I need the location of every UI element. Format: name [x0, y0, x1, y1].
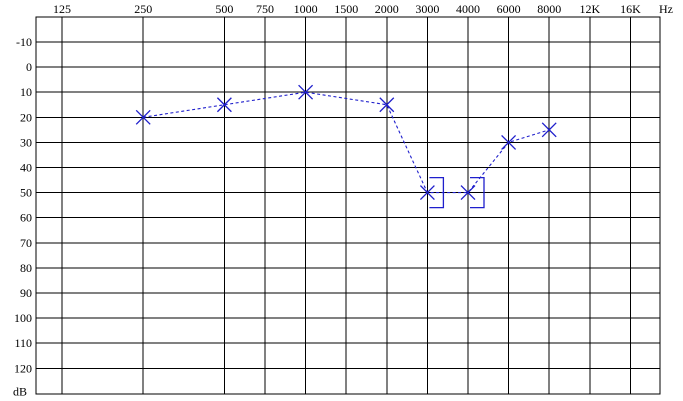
- x-tick-label-500: 500: [215, 2, 233, 16]
- x-marker-8000: [541, 122, 557, 138]
- x-tick-label-6000: 6000: [497, 2, 521, 16]
- x-marker-3000: [419, 185, 435, 201]
- y-tick-label-10: 10: [20, 85, 32, 99]
- plot-frame: [35, 16, 661, 395]
- y-tick-label-50: 50: [20, 186, 32, 200]
- y-unit-label: dB: [13, 384, 27, 398]
- x-tick-label-2000: 2000: [375, 2, 399, 16]
- chart-series: [135, 84, 557, 209]
- series-line: [143, 91, 550, 194]
- y-tick-label-90: 90: [20, 286, 32, 300]
- x-marker-250: [135, 109, 151, 125]
- chart-tick-labels: 125 250 500 750 1000 1500 2000 3000 4000 6000 8000…: [13, 2, 673, 398]
- y-tick-label-40: 40: [20, 161, 32, 175]
- y-tick-label-100: 100: [14, 311, 32, 325]
- x-tick-label-16K: 16K: [620, 2, 641, 16]
- x-marker-1000: [298, 84, 314, 100]
- x-tick-label-4000: 4000: [456, 2, 480, 16]
- x-marker-2000: [379, 97, 395, 113]
- x-tick-label-1500: 1500: [334, 2, 358, 16]
- x-tick-label-750: 750: [256, 2, 274, 16]
- y-tick-label--10: -10: [16, 35, 32, 49]
- chart-grid: [35, 16, 661, 395]
- y-tick-label-20: 20: [20, 110, 32, 124]
- x-tick-label-8000: 8000: [537, 2, 561, 16]
- x-tick-label-3000: 3000: [415, 2, 439, 16]
- y-tick-label-110: 110: [14, 336, 32, 350]
- bracket-marker-3000: [429, 176, 445, 209]
- x-marker-4000: [460, 185, 476, 201]
- y-tick-label-30: 30: [20, 135, 32, 149]
- bracket-marker-4000: [470, 176, 485, 209]
- x-unit-label: Hz: [659, 2, 673, 16]
- y-tick-label-80: 80: [20, 261, 32, 275]
- x-marker-6000: [501, 134, 517, 150]
- x-tick-label-125: 125: [53, 2, 71, 16]
- y-tick-label-60: 60: [20, 211, 32, 225]
- x-marker-500: [216, 97, 232, 113]
- y-tick-label-0: 0: [26, 60, 32, 74]
- y-tick-label-70: 70: [20, 236, 32, 250]
- x-tick-label-250: 250: [134, 2, 152, 16]
- x-tick-label-1000: 1000: [294, 2, 318, 16]
- y-tick-label-120: 120: [14, 361, 32, 375]
- x-tick-label-12K: 12K: [579, 2, 600, 16]
